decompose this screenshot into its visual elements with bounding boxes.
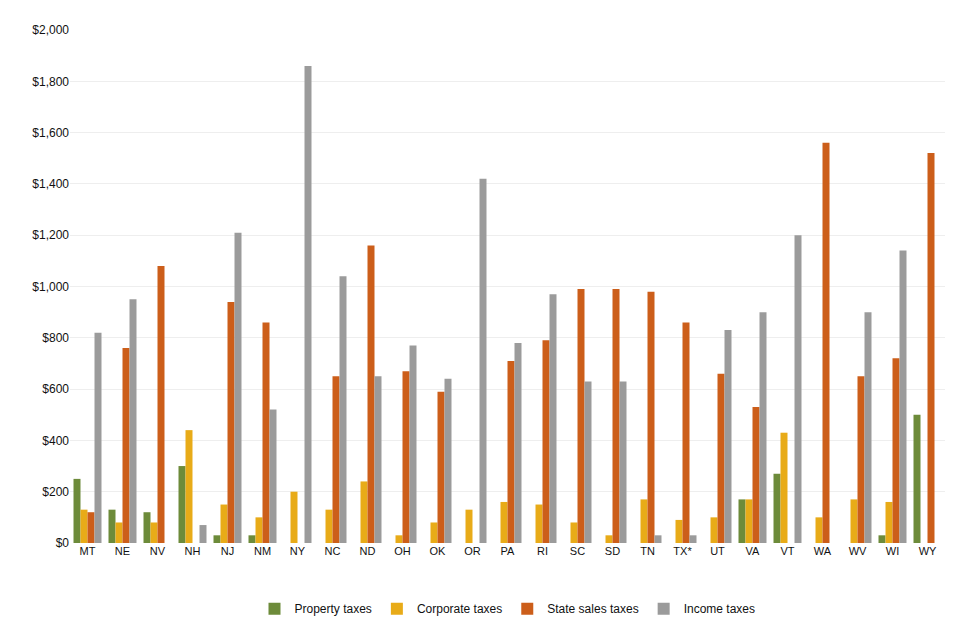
svg-text:NE: NE: [115, 545, 130, 557]
svg-text:NJ: NJ: [221, 545, 234, 557]
svg-text:UT: UT: [710, 545, 725, 557]
svg-text:NY: NY: [290, 545, 306, 557]
svg-text:Income taxes: Income taxes: [684, 602, 755, 616]
svg-text:NM: NM: [254, 545, 271, 557]
svg-text:WI: WI: [886, 545, 899, 557]
svg-text:OH: OH: [394, 545, 411, 557]
svg-text:WV: WV: [849, 545, 867, 557]
svg-text:WA: WA: [814, 545, 832, 557]
svg-text:$1,600: $1,600: [32, 126, 69, 140]
svg-text:$1,400: $1,400: [32, 177, 69, 191]
svg-text:Property taxes: Property taxes: [295, 602, 372, 616]
svg-text:MT: MT: [80, 545, 96, 557]
svg-text:OK: OK: [430, 545, 447, 557]
svg-text:SD: SD: [605, 545, 620, 557]
svg-text:ND: ND: [360, 545, 376, 557]
svg-text:Corporate taxes: Corporate taxes: [417, 602, 502, 616]
svg-text:NH: NH: [185, 545, 201, 557]
svg-text:State sales taxes: State sales taxes: [547, 602, 638, 616]
svg-text:$400: $400: [42, 434, 69, 448]
svg-text:$1,200: $1,200: [32, 228, 69, 242]
svg-text:$600: $600: [42, 382, 69, 396]
svg-text:VA: VA: [746, 545, 761, 557]
svg-text:OR: OR: [464, 545, 481, 557]
svg-text:TX*: TX*: [673, 545, 692, 557]
svg-text:$200: $200: [42, 485, 69, 499]
svg-text:TN: TN: [640, 545, 655, 557]
svg-text:$2,000: $2,000: [32, 23, 69, 37]
svg-text:NC: NC: [325, 545, 341, 557]
svg-text:VT: VT: [780, 545, 794, 557]
svg-text:WY: WY: [919, 545, 937, 557]
svg-text:RI: RI: [537, 545, 548, 557]
svg-text:$0: $0: [56, 536, 70, 550]
svg-text:PA: PA: [501, 545, 516, 557]
svg-text:SC: SC: [570, 545, 585, 557]
svg-text:$1,800: $1,800: [32, 75, 69, 89]
svg-text:NV: NV: [150, 545, 166, 557]
svg-text:$800: $800: [42, 331, 69, 345]
svg-text:$1,000: $1,000: [32, 280, 69, 294]
